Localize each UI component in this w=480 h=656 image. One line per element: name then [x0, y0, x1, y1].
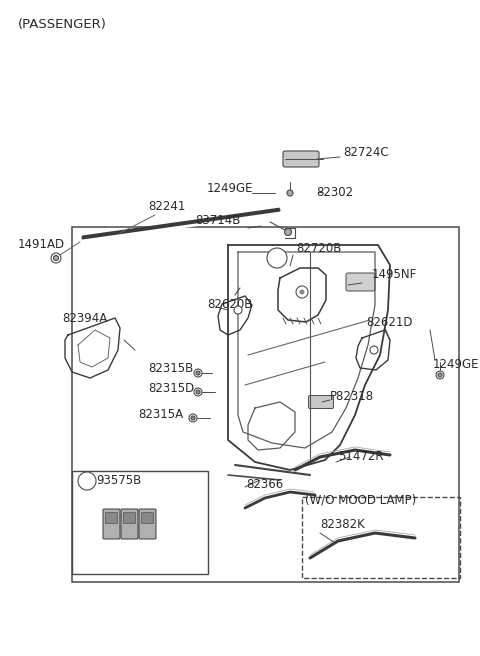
Circle shape	[436, 371, 444, 379]
Text: 1495NF: 1495NF	[372, 268, 417, 281]
Circle shape	[196, 390, 200, 394]
FancyBboxPatch shape	[283, 151, 319, 167]
Circle shape	[196, 371, 200, 375]
FancyBboxPatch shape	[309, 396, 334, 409]
FancyBboxPatch shape	[121, 509, 138, 539]
Text: 82724C: 82724C	[343, 146, 389, 159]
Text: a: a	[274, 253, 280, 263]
FancyBboxPatch shape	[123, 512, 135, 523]
Text: 82315B: 82315B	[148, 361, 193, 375]
Bar	[72, 471, 208, 574]
Circle shape	[191, 416, 195, 420]
Text: P82318: P82318	[330, 390, 374, 403]
Text: 82315A: 82315A	[138, 407, 183, 420]
Circle shape	[287, 190, 293, 196]
Circle shape	[53, 255, 59, 260]
Text: 82394A: 82394A	[62, 312, 107, 325]
Text: 1491AD: 1491AD	[18, 239, 65, 251]
Text: 82382K: 82382K	[320, 518, 365, 531]
Circle shape	[370, 346, 378, 354]
Circle shape	[234, 306, 242, 314]
Text: 82315D: 82315D	[148, 382, 194, 394]
Circle shape	[300, 290, 304, 294]
Circle shape	[438, 373, 442, 377]
Circle shape	[194, 388, 202, 396]
Text: 51472R: 51472R	[338, 449, 384, 462]
Bar	[302, 497, 460, 578]
Circle shape	[296, 286, 308, 298]
FancyBboxPatch shape	[106, 512, 118, 523]
Text: 1249GE: 1249GE	[433, 358, 480, 371]
Text: 82241: 82241	[148, 201, 185, 213]
Text: 1249GE: 1249GE	[207, 182, 253, 194]
Circle shape	[189, 414, 197, 422]
Text: 82720B: 82720B	[296, 243, 341, 255]
FancyBboxPatch shape	[103, 509, 120, 539]
Text: 93575B: 93575B	[96, 474, 141, 487]
Text: 82621D: 82621D	[366, 316, 412, 329]
Text: 82620B: 82620B	[207, 298, 252, 310]
Circle shape	[285, 228, 291, 236]
Text: (PASSENGER): (PASSENGER)	[18, 18, 107, 31]
FancyBboxPatch shape	[142, 512, 154, 523]
Bar	[72, 227, 459, 582]
Circle shape	[78, 472, 96, 490]
Circle shape	[194, 369, 202, 377]
FancyBboxPatch shape	[139, 509, 156, 539]
FancyBboxPatch shape	[346, 273, 375, 291]
Text: 82366: 82366	[246, 478, 283, 491]
Text: a: a	[84, 476, 90, 486]
Text: (W/O MOOD LAMP): (W/O MOOD LAMP)	[305, 493, 416, 506]
Circle shape	[51, 253, 61, 263]
Text: 82302: 82302	[316, 186, 353, 199]
Text: 83714B: 83714B	[195, 213, 240, 226]
Circle shape	[267, 248, 287, 268]
